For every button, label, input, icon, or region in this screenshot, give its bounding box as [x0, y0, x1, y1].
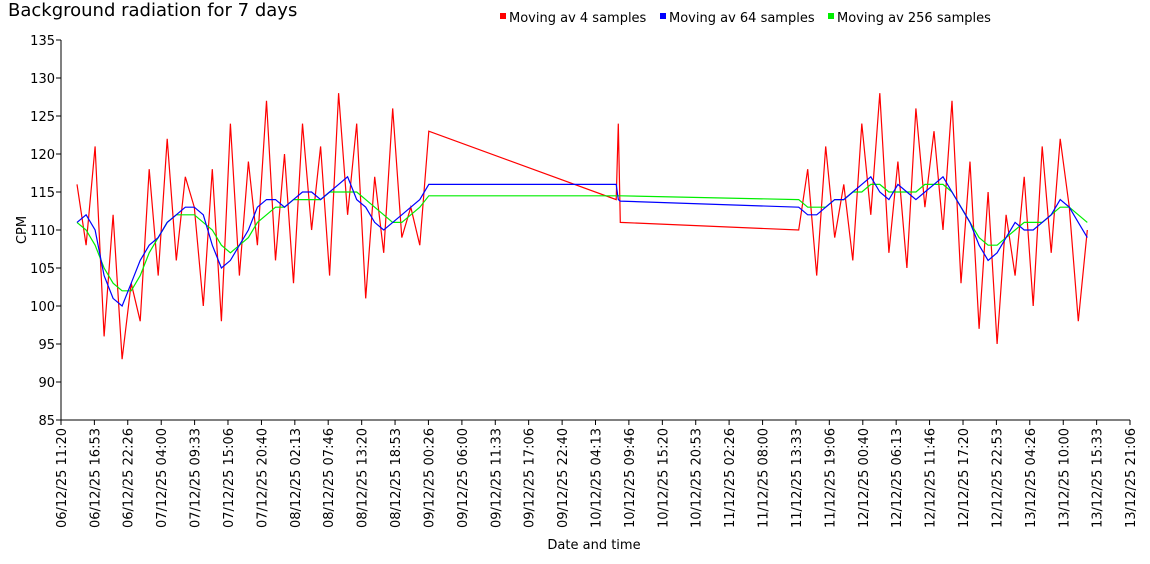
- legend-label: Moving av 4 samples: [509, 11, 647, 26]
- x-tick-label: 07/12/25 20:40: [255, 428, 270, 528]
- x-tick-label: 08/12/25 13:20: [356, 428, 371, 528]
- legend-swatch: [828, 13, 834, 19]
- x-tick-label: 10/12/25 20:53: [690, 428, 705, 528]
- x-tick-label: 07/12/25 09:33: [189, 428, 204, 528]
- chart-title: Background radiation for 7 days: [8, 0, 297, 21]
- x-tick-label: 13/12/25 15:33: [1091, 428, 1106, 528]
- x-tick-label: 11/12/25 08:00: [757, 428, 772, 528]
- y-tick-label: 90: [38, 376, 55, 391]
- x-tick-label: 08/12/25 18:53: [389, 428, 404, 528]
- x-tick-label: 12/12/25 06:13: [890, 428, 905, 528]
- x-tick-label: 11/12/25 13:33: [790, 428, 805, 528]
- x-tick-label: 10/12/25 09:46: [623, 428, 638, 528]
- y-tick-label: 135: [30, 34, 55, 49]
- x-tick-label: 06/12/25 16:53: [88, 428, 103, 528]
- x-tick-label: 06/12/25 22:26: [122, 428, 137, 528]
- x-tick-label: 10/12/25 04:13: [590, 428, 605, 528]
- series-line: [76, 175, 1088, 307]
- x-tick-label: 09/12/25 22:40: [556, 428, 571, 528]
- x-tick-label: 09/12/25 11:33: [489, 428, 504, 528]
- x-tick-label: 13/12/25 04:26: [1024, 428, 1039, 528]
- legend-label: Moving av 256 samples: [837, 11, 991, 26]
- y-axis-label: CPM: [15, 216, 30, 244]
- x-tick-label: 09/12/25 00:26: [422, 428, 437, 528]
- legend-swatch: [660, 13, 666, 19]
- x-tick-label: 10/12/25 15:20: [656, 428, 671, 528]
- x-tick-label: 12/12/25 11:46: [924, 428, 939, 528]
- x-tick-label: 12/12/25 22:53: [990, 428, 1005, 528]
- x-tick-label: 06/12/25 11:20: [55, 428, 70, 528]
- series-line: [76, 93, 1088, 360]
- y-tick-label: 130: [30, 72, 55, 87]
- x-axis-label: Date and time: [547, 538, 640, 553]
- x-tick-label: 13/12/25 10:00: [1057, 428, 1072, 528]
- x-tick-label: 07/12/25 15:06: [222, 428, 237, 528]
- y-tick-label: 125: [30, 110, 55, 125]
- y-tick-label: 100: [30, 300, 55, 315]
- y-tick-label: 95: [38, 338, 55, 353]
- y-tick-label: 120: [30, 148, 55, 163]
- x-tick-label: 09/12/25 06:00: [456, 428, 471, 528]
- legend-swatch: [500, 13, 506, 19]
- y-tick-label: 115: [30, 186, 55, 201]
- y-tick-label: 110: [30, 224, 55, 239]
- x-tick-label: 12/12/25 00:40: [857, 428, 872, 528]
- x-tick-label: 11/12/25 02:26: [723, 428, 738, 528]
- y-tick-label: 105: [30, 262, 55, 277]
- series-line: [76, 183, 1088, 292]
- y-tick-label: 85: [38, 414, 55, 429]
- x-tick-label: 08/12/25 07:46: [322, 428, 337, 528]
- x-tick-label: 09/12/25 17:06: [523, 428, 538, 528]
- x-tick-label: 13/12/25 21:06: [1124, 428, 1139, 528]
- x-tick-label: 11/12/25 19:06: [823, 428, 838, 528]
- x-tick-label: 08/12/25 02:13: [289, 428, 304, 528]
- x-tick-label: 07/12/25 04:00: [155, 428, 170, 528]
- x-tick-label: 12/12/25 17:20: [957, 428, 972, 528]
- legend-label: Moving av 64 samples: [669, 11, 815, 26]
